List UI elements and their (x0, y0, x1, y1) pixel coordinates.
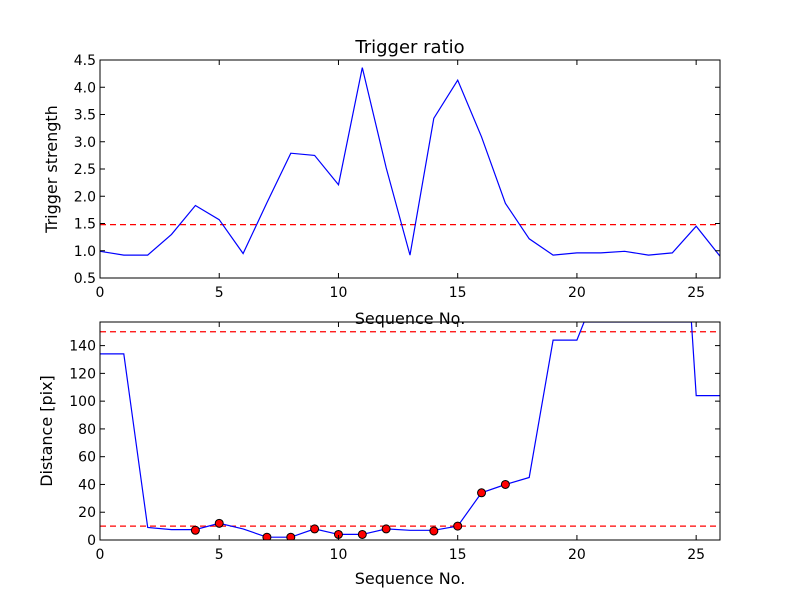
bottom-y-tick-label: 40 (78, 477, 96, 493)
bottom-marker-point (381, 524, 391, 534)
bottom-y-tick-label: 60 (78, 450, 96, 466)
bottom-axes-frame (99, 321, 721, 541)
top-x-tick-label: 25 (687, 285, 705, 301)
top-y-tick-label: 1.5 (74, 217, 96, 233)
top-series-line (100, 67, 720, 257)
bottom-marker-point (310, 524, 320, 534)
top-chart: Trigger ratio Sequence No. Trigger stren… (42, 37, 721, 328)
top-y-tick-label: 4.0 (74, 80, 96, 96)
top-x-tick-label: 0 (96, 285, 105, 301)
top-x-tick-label: 10 (330, 285, 348, 301)
bottom-marker-point (500, 479, 510, 489)
bottom-marker-point (357, 529, 367, 539)
top-y-tick-label: 3.0 (74, 135, 96, 151)
top-x-tick-label: 5 (215, 285, 224, 301)
bottom-data-layer (100, 322, 720, 540)
top-y-tick-label: 0.5 (74, 271, 96, 287)
bottom-y-tick-label: 20 (78, 505, 96, 521)
bottom-x-tick-label: 25 (687, 547, 705, 563)
top-y-tick-label: 2.5 (74, 162, 96, 178)
bottom-y-tick-label: 140 (69, 339, 96, 355)
top-y-tick-label: 1.0 (74, 244, 96, 260)
top-x-tick-label: 15 (449, 285, 467, 301)
bottom-x-tick-label: 10 (330, 547, 348, 563)
top-data-layer (100, 67, 720, 257)
bottom-marker-point (429, 526, 439, 536)
top-x-tick-label: 20 (568, 285, 586, 301)
top-x-axis-label: Sequence No. (355, 309, 466, 328)
bottom-y-tick-label: 0 (87, 533, 96, 549)
bottom-marker-point (214, 518, 224, 528)
top-y-axis-label: Trigger strength (42, 105, 61, 234)
bottom-plot-area: 0 5 10 15 20 25 0 20 40 60 80 100 120 140 (69, 321, 721, 563)
top-plot-area: 0 5 10 15 20 25 0.5 1.0 1.5 2.0 2.5 3.0 3.5 4.0 4.5 (74, 53, 721, 301)
top-y-tick-label: 4.5 (74, 53, 96, 69)
bottom-marker-point (190, 525, 200, 535)
top-y-tick-label: 3.5 (74, 108, 96, 124)
bottom-x-tick-label: 5 (215, 547, 224, 563)
bottom-marker-point (286, 532, 296, 540)
bottom-x-tick-label: 0 (96, 547, 105, 563)
bottom-x-axis-label: Sequence No. (355, 569, 466, 588)
top-chart-title: Trigger ratio (354, 37, 464, 58)
bottom-marker-point (477, 488, 487, 498)
bottom-marker-point (453, 521, 463, 531)
top-y-tick-label: 2.0 (74, 189, 96, 205)
bottom-marker-point (262, 532, 272, 540)
bottom-y-axis-label: Distance [pix] (37, 375, 56, 487)
bottom-y-tick-label: 120 (69, 366, 96, 382)
bottom-chart: Sequence No. Distance [pix] 0 5 10 15 20 25 0 2… (37, 321, 721, 588)
bottom-x-tick-label: 20 (568, 547, 586, 563)
bottom-y-tick-label: 80 (78, 422, 96, 438)
bottom-y-tick-label: 100 (69, 394, 96, 410)
bottom-x-tick-label: 15 (449, 547, 467, 563)
